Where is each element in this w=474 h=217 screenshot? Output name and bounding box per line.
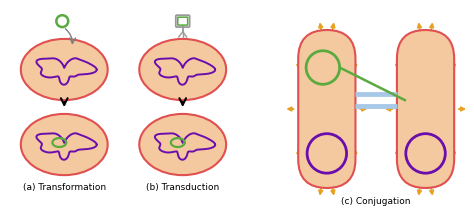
Ellipse shape: [21, 114, 108, 175]
FancyBboxPatch shape: [298, 30, 356, 188]
Ellipse shape: [21, 39, 108, 100]
FancyBboxPatch shape: [397, 30, 454, 188]
Ellipse shape: [139, 39, 226, 100]
Text: (c) Conjugation: (c) Conjugation: [341, 197, 411, 206]
Text: (a) Transformation: (a) Transformation: [23, 183, 106, 192]
Ellipse shape: [139, 114, 226, 175]
Text: (b) Transduction: (b) Transduction: [146, 183, 219, 192]
